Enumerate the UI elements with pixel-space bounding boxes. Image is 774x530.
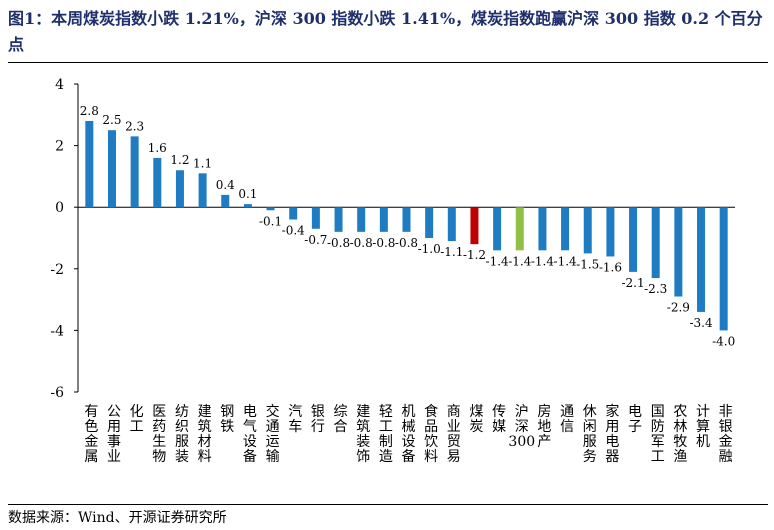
- page-title: 图1：本周煤炭指数小跌 1.21%，沪深 300 指数小跌 1.41%，煤炭指数…: [8, 9, 763, 54]
- bar: [493, 207, 502, 251]
- x-tick-label: 沪深 300: [508, 404, 535, 450]
- x-tick-label: 食品饮料: [424, 403, 438, 465]
- data-label: -3.4: [689, 316, 713, 330]
- x-tick-label: 公用事业: [107, 404, 121, 465]
- bar: [447, 207, 456, 242]
- data-label: 1.6: [148, 141, 167, 155]
- x-tick-label: 非银金融: [719, 404, 733, 465]
- x-tick-label: 建筑材料: [198, 404, 212, 465]
- x-tick-label: 汽车: [288, 404, 302, 435]
- data-label: 2.3: [125, 119, 144, 133]
- bar: [130, 136, 139, 208]
- bar: [425, 207, 434, 238]
- x-tick-label: 家用电器: [605, 403, 619, 465]
- x-tick-label: 通信: [560, 404, 574, 435]
- x-tick-label: 综合: [334, 404, 348, 435]
- data-label: -0.8: [395, 236, 418, 250]
- x-tick-label: 国防军工: [651, 404, 665, 465]
- x-tick-label: 房地产: [537, 404, 551, 450]
- x-tick-label: 建筑装饰: [356, 404, 370, 465]
- x-tick-label: 电子: [628, 404, 642, 435]
- data-label: -4.0: [712, 334, 735, 348]
- data-label: -1.5: [576, 257, 599, 271]
- bar: [629, 207, 638, 272]
- source-note: 数据来源：Wind、开源证券研究所: [8, 510, 227, 526]
- bar: [719, 207, 728, 331]
- bar: [515, 207, 524, 251]
- data-label: -0.4: [282, 224, 306, 238]
- x-tick-label: 钢铁: [220, 404, 234, 435]
- data-label: 1.1: [193, 156, 212, 170]
- data-label: 0.4: [216, 178, 235, 192]
- title-divider: [8, 62, 768, 63]
- bar: [583, 207, 592, 254]
- bar: [107, 130, 116, 208]
- bar: [674, 207, 683, 297]
- data-label: -1.0: [418, 242, 441, 256]
- data-label: -0.7: [304, 233, 327, 247]
- bar: [651, 207, 660, 279]
- data-label: -2.3: [644, 282, 667, 296]
- bar: [289, 207, 298, 220]
- bar: [334, 207, 343, 232]
- y-tick-label: 2: [55, 139, 64, 155]
- bar: [243, 204, 252, 208]
- source-divider: [8, 504, 768, 505]
- data-label: 1.2: [170, 153, 189, 167]
- data-label: -0.8: [372, 236, 395, 250]
- bar: [606, 207, 615, 257]
- x-tick-label: 计算机: [696, 404, 710, 450]
- data-label: -1.1: [440, 245, 463, 259]
- data-label: -1.4: [486, 254, 510, 268]
- data-label: -1.6: [599, 260, 622, 274]
- x-tick-label: 商业贸易: [447, 404, 461, 465]
- bar: [470, 207, 479, 245]
- data-label: -0.8: [350, 236, 373, 250]
- x-tick-label: 电气设备: [243, 404, 257, 465]
- data-label: -1.4: [531, 254, 555, 268]
- bar: [379, 207, 388, 232]
- x-tick-label: 银行: [311, 404, 325, 435]
- bar: [175, 170, 184, 208]
- data-label: -0.1: [259, 214, 282, 228]
- x-tick-label: 农林牧渔: [673, 404, 687, 465]
- x-tick-label: 机械设备: [402, 404, 416, 465]
- x-tick-label: 轻工制造: [379, 404, 393, 465]
- bar: [402, 207, 411, 232]
- bar: [153, 157, 162, 208]
- x-tick-label: 休闲服务: [583, 404, 597, 465]
- bar-chart: 4 2 0 -2 -4 -6 2.8 有色金属 2.5 公用事业 2.3 化工 1.6 医药生物 1.2 纺织…: [50, 77, 735, 465]
- bar: [85, 120, 94, 208]
- y-tick-label: 4: [55, 77, 64, 93]
- x-tick-label: 化工: [130, 404, 144, 435]
- data-label: 2.5: [102, 113, 121, 127]
- bar: [311, 207, 320, 229]
- bar: [697, 207, 706, 312]
- x-tick-label: 有色金属: [84, 404, 98, 465]
- data-label: -1.4: [554, 254, 578, 268]
- bar: [198, 173, 207, 208]
- y-tick-label: 0: [55, 200, 64, 216]
- x-tick-label: 煤炭: [469, 404, 483, 435]
- x-tick-label: 医药生物: [152, 404, 166, 465]
- bar: [357, 207, 366, 232]
- x-tick-label: 纺织服装: [175, 404, 189, 465]
- x-tick-label: 传媒: [492, 404, 506, 435]
- bar: [538, 207, 547, 251]
- data-label: -2.1: [621, 276, 644, 290]
- data-label: -1.2: [463, 248, 486, 262]
- data-label: 0.1: [238, 187, 257, 201]
- data-label: 2.8: [80, 104, 99, 118]
- y-tick-label: -2: [50, 262, 64, 278]
- data-label: -0.8: [327, 236, 350, 250]
- y-tick-label: -6: [50, 385, 64, 401]
- x-tick-label: 交通运输: [266, 403, 280, 465]
- data-label: -1.4: [508, 254, 532, 268]
- bar: [561, 207, 570, 251]
- data-label: -2.9: [667, 301, 690, 315]
- y-tick-label: -4: [50, 323, 64, 339]
- bar: [221, 194, 230, 208]
- bar: [266, 207, 275, 211]
